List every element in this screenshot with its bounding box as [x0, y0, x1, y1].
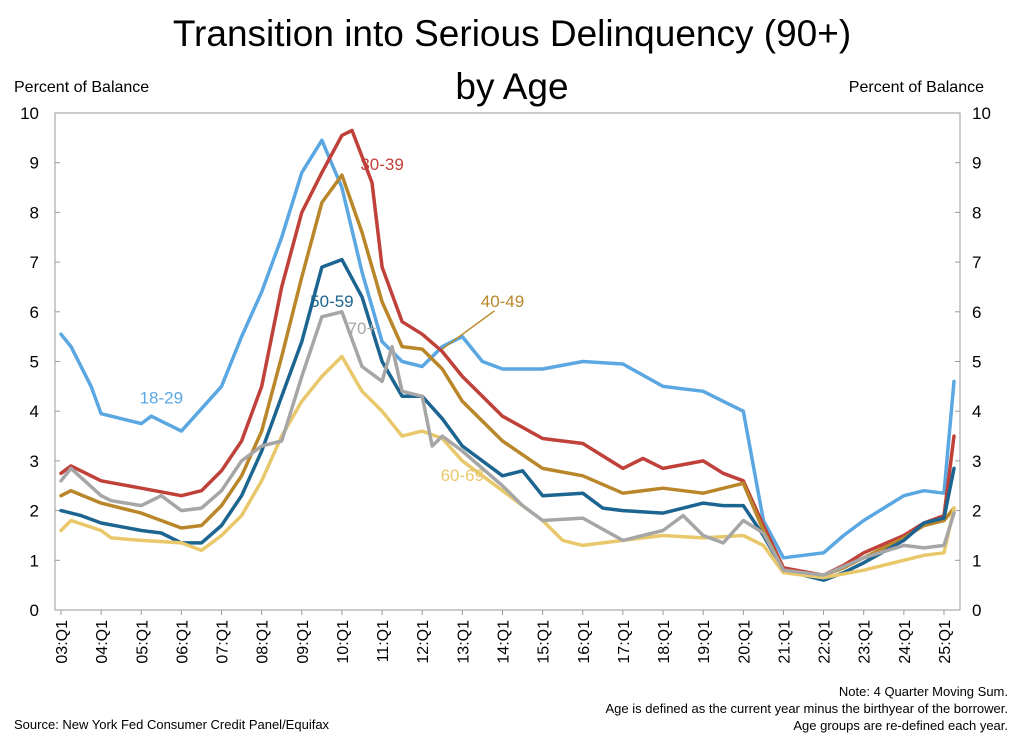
x-tick-label: 05:Q1 — [134, 620, 151, 664]
x-tick-label: 17:Q1 — [616, 620, 633, 664]
series-label-70-plus: 70+ — [348, 319, 377, 338]
x-tick-label: 15:Q1 — [536, 620, 553, 664]
note-age-groups: Age groups are re-defined each year. — [793, 718, 1008, 733]
x-tick-label: 24:Q1 — [897, 620, 914, 664]
plot-area — [54, 112, 961, 611]
y-tick-label-left: 7 — [30, 253, 39, 272]
y-tick-label-left: 1 — [30, 551, 39, 570]
chart-subtitle: by Age — [455, 66, 569, 107]
x-tick-label: 23:Q1 — [857, 620, 874, 664]
chart-title: Transition into Serious Delinquency (90+… — [172, 13, 852, 54]
y-axis-right: 0 1 2 3 4 5 6 7 8 9 10 — [955, 104, 991, 620]
y-tick-label-left: 8 — [30, 203, 39, 222]
y-tick-label-left: 2 — [30, 502, 39, 521]
x-tick-label: 11:Q1 — [375, 620, 392, 663]
series-label-50-59: 50-59 — [310, 292, 353, 311]
x-tick-label: 04:Q1 — [94, 620, 111, 664]
x-tick-label: 07:Q1 — [215, 620, 232, 664]
x-tick-label: 13:Q1 — [455, 620, 472, 664]
series-line-70-plus — [59, 310, 956, 577]
y-tick-label-left: 5 — [30, 353, 39, 372]
y-tick-label-left: 6 — [30, 303, 39, 322]
y-tick-label-left: 4 — [30, 402, 39, 421]
y-axis-title-right: Percent of Balance — [848, 79, 984, 96]
y-tick-label-right: 4 — [972, 402, 981, 421]
series-label-60-69: 60-69 — [441, 466, 484, 485]
y-tick-label-left: 9 — [30, 154, 39, 173]
y-tick-label-right: 5 — [972, 353, 981, 372]
series-group — [59, 128, 956, 582]
series-line-60-69 — [59, 354, 956, 580]
source-text: Source: New York Fed Consumer Credit Pan… — [14, 717, 330, 732]
y-tick-label-right: 6 — [972, 303, 981, 322]
y-tick-label-right: 3 — [972, 452, 981, 471]
x-tick-label: 09:Q1 — [295, 620, 312, 664]
y-tick-label-left: 3 — [30, 452, 39, 471]
x-tick-label: 19:Q1 — [696, 620, 713, 664]
x-tick-label: 22:Q1 — [817, 620, 834, 664]
note-age-definition: Age is defined as the current year minus… — [605, 701, 1009, 716]
y-tick-label-left: 10 — [20, 104, 39, 123]
y-tick-label-left: 0 — [30, 601, 39, 620]
y-axis-title-left: Percent of Balance — [14, 79, 150, 96]
x-tick-label: 12:Q1 — [415, 620, 432, 664]
x-tick-label: 06:Q1 — [174, 620, 191, 664]
series-label-30-39: 30-39 — [360, 155, 403, 174]
x-tick-label: 25:Q1 — [937, 620, 954, 664]
x-tick-label: 21:Q1 — [776, 620, 793, 664]
series-line-40-49 — [59, 173, 956, 577]
y-tick-label-right: 2 — [972, 502, 981, 521]
x-tick-label: 20:Q1 — [736, 620, 753, 664]
y-tick-label-right: 10 — [972, 104, 991, 123]
series-label-18-29: 18-29 — [140, 389, 183, 408]
x-tick-label: 18:Q1 — [656, 620, 673, 664]
y-tick-label-right: 7 — [972, 253, 981, 272]
annotation-leader — [441, 310, 495, 350]
x-tick-label: 14:Q1 — [495, 620, 512, 664]
x-tick-label: 10:Q1 — [335, 620, 352, 664]
note-moving-sum: Note: 4 Quarter Moving Sum. — [838, 684, 1008, 699]
y-tick-label-right: 9 — [972, 154, 981, 173]
y-tick-label-right: 8 — [972, 203, 981, 222]
y-axis-left: 0 1 2 3 4 5 6 7 8 9 10 — [20, 104, 60, 620]
y-tick-label-right: 1 — [972, 551, 981, 570]
series-label-40-49: 40-49 — [481, 292, 524, 311]
x-tick-label: 03:Q1 — [54, 620, 71, 664]
annotations: 30-39 40-49 50-59 70+ 18-29 60-69 — [140, 155, 525, 485]
x-tick-label: 08:Q1 — [255, 620, 272, 664]
x-tick-label: 16:Q1 — [576, 620, 593, 664]
x-axis: 03:Q1 04:Q1 05:Q1 06:Q1 07:Q1 08:Q1 09:Q1 10:Q1… — [54, 610, 954, 664]
y-tick-label-right: 0 — [972, 601, 981, 620]
